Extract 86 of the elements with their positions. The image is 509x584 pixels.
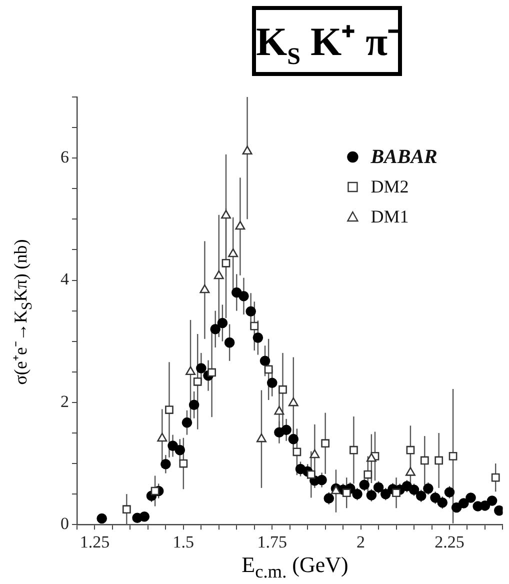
chart-title: K$_{S}$ K⁺ π⁻ xyxy=(252,6,402,76)
legend-label: DM1 xyxy=(370,206,409,227)
point xyxy=(157,432,168,442)
point xyxy=(380,488,391,500)
point xyxy=(451,502,462,513)
point xyxy=(266,378,278,388)
point xyxy=(321,439,330,448)
point xyxy=(168,440,178,451)
point xyxy=(437,497,448,508)
point xyxy=(210,324,221,334)
point xyxy=(324,493,334,504)
point xyxy=(139,512,150,522)
point xyxy=(96,513,107,524)
point xyxy=(188,400,200,410)
point xyxy=(423,483,434,494)
point xyxy=(214,270,224,280)
x-axis-title: E$_{c.m.}$ (GeV) xyxy=(240,552,350,582)
point xyxy=(288,434,299,444)
point xyxy=(193,377,202,386)
point xyxy=(405,467,416,476)
point xyxy=(444,487,455,498)
point xyxy=(366,452,376,462)
point xyxy=(224,337,235,348)
point xyxy=(179,459,188,468)
point xyxy=(430,492,440,503)
point xyxy=(246,306,256,317)
x-tick-label: 1.25 xyxy=(80,532,110,552)
point xyxy=(217,318,228,328)
y-tick-label: 2 xyxy=(60,392,69,411)
point xyxy=(352,488,362,500)
point xyxy=(408,484,420,495)
point xyxy=(160,458,171,470)
point xyxy=(366,490,377,500)
point xyxy=(278,385,287,394)
point xyxy=(364,470,372,479)
point xyxy=(256,433,266,442)
point xyxy=(288,397,298,406)
point xyxy=(458,498,469,508)
point xyxy=(350,446,358,454)
point xyxy=(373,482,384,492)
point xyxy=(486,496,498,506)
point xyxy=(200,284,210,294)
point xyxy=(392,488,400,498)
y-tick-label: 6 xyxy=(60,148,69,167)
point xyxy=(208,368,216,377)
y-tick-label: 4 xyxy=(60,270,70,289)
x-tick-label: 2.25 xyxy=(434,532,464,552)
point xyxy=(420,456,429,465)
point xyxy=(306,470,316,479)
point xyxy=(235,220,246,230)
point xyxy=(238,290,249,302)
point xyxy=(260,356,270,366)
point xyxy=(165,406,174,414)
point xyxy=(310,449,320,458)
point xyxy=(416,490,426,502)
point xyxy=(281,424,292,436)
legend-label: DM2 xyxy=(370,176,409,197)
point xyxy=(182,417,192,428)
point xyxy=(221,210,231,219)
point xyxy=(174,444,186,456)
point xyxy=(228,248,238,258)
point xyxy=(242,146,252,155)
point xyxy=(196,363,206,374)
point xyxy=(122,505,131,514)
point xyxy=(480,500,490,511)
point xyxy=(406,446,415,454)
point xyxy=(150,486,160,496)
point xyxy=(359,480,370,490)
point xyxy=(292,448,302,456)
point xyxy=(491,473,500,482)
point xyxy=(274,406,284,415)
point xyxy=(222,258,230,268)
x-tick-label: 1.75 xyxy=(257,532,287,552)
point xyxy=(252,332,264,343)
point xyxy=(466,492,476,503)
point xyxy=(264,365,273,374)
x-tick-label: 2 xyxy=(356,532,366,552)
point xyxy=(316,474,327,486)
legend-label: BABAR xyxy=(370,146,438,168)
point xyxy=(434,456,444,465)
x-tick-label: 1.5 xyxy=(172,532,194,552)
point xyxy=(448,452,458,460)
y-tick-label: 0 xyxy=(60,514,69,534)
point xyxy=(342,488,351,498)
point xyxy=(186,366,196,376)
point xyxy=(250,322,259,330)
